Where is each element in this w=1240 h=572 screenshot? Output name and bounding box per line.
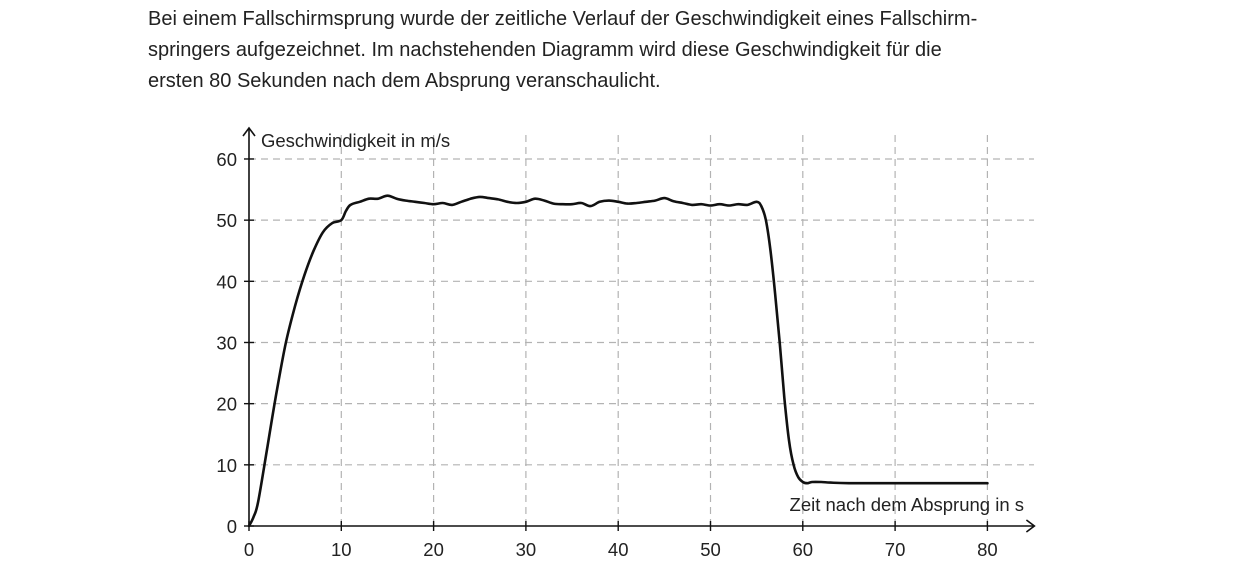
x-tick-label: 70: [885, 539, 906, 560]
x-tick-label: 50: [700, 539, 721, 560]
y-tick-label: 60: [216, 149, 237, 170]
y-tick-label: 40: [216, 271, 237, 292]
x-tick-label: 10: [331, 539, 352, 560]
y-axis-label: Geschwindigkeit in m/s: [261, 130, 450, 151]
x-axis-arrow: [1025, 519, 1036, 533]
y-tick-label: 0: [227, 516, 237, 537]
x-axis-label: Zeit nach dem Absprung in s: [790, 494, 1024, 515]
y-axis-arrow: [242, 126, 256, 137]
x-tick-label: 30: [516, 539, 537, 560]
intro-text: Bei einem Fallschirmsprung wurde der zei…: [148, 4, 1078, 97]
y-tick-label: 20: [216, 394, 237, 415]
y-tick-label: 30: [216, 332, 237, 353]
intro-line: ersten 80 Sekunden nach dem Absprung ver…: [148, 70, 661, 92]
axes: [242, 126, 1036, 533]
intro-line: springers aufgezeichnet. Im nachstehende…: [148, 39, 942, 61]
velocity-line: [247, 194, 989, 528]
intro-line: Bei einem Fallschirmsprung wurde der zei…: [148, 8, 978, 30]
x-tick-label: 20: [423, 539, 444, 560]
grid: [249, 130, 1034, 526]
y-tick-label: 50: [216, 210, 237, 231]
x-tick-label: 0: [244, 539, 254, 560]
tick-labels: 0 10 20 30 40 50 60 70 80 0 10 20 30 40 50 60: [216, 149, 997, 560]
x-tick-label: 60: [793, 539, 814, 560]
y-tick-label: 10: [216, 455, 237, 476]
x-tick-label: 80: [977, 539, 998, 560]
x-tick-label: 40: [608, 539, 629, 560]
